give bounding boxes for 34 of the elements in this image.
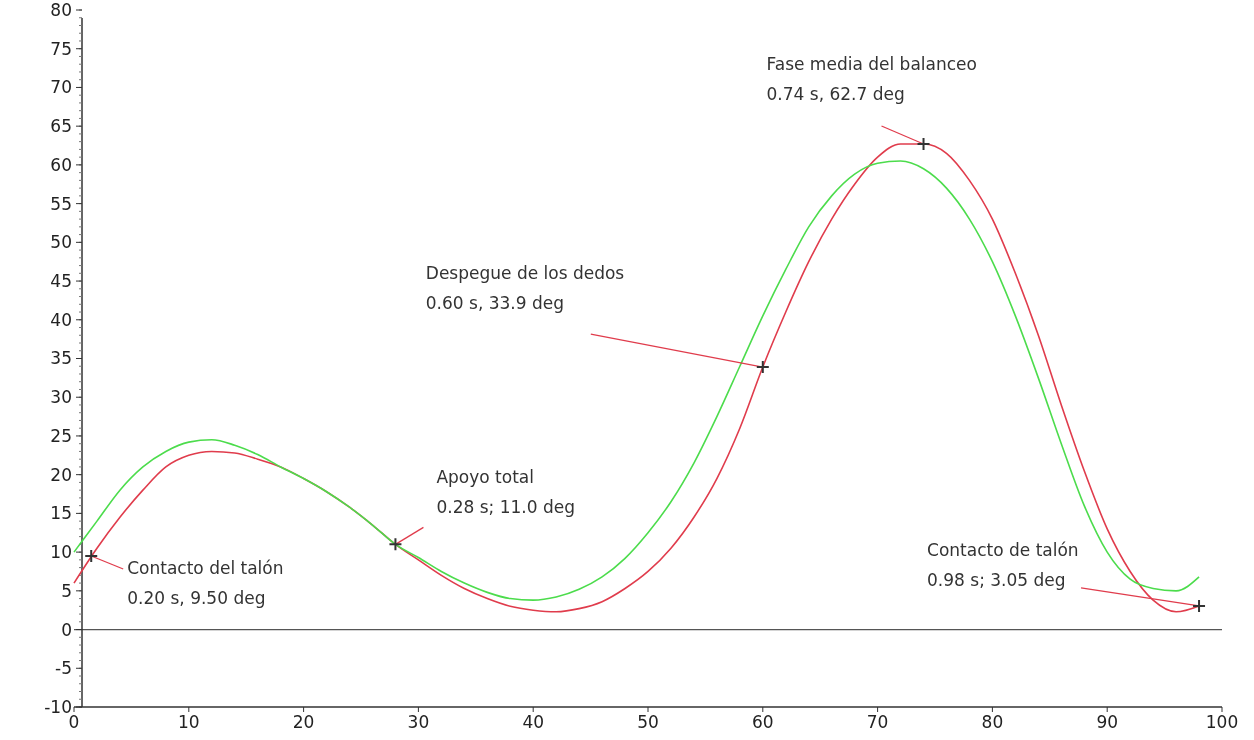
x-tick-label: 50 [637, 712, 659, 732]
y-tick-label: 30 [50, 387, 72, 408]
x-tick-label: 40 [522, 712, 545, 732]
y-tick-label: 10 [50, 542, 72, 563]
annotation: Fase media del balanceo 0.74 s, 62.7 deg [766, 53, 977, 104]
y-tick-label: 0 [61, 619, 72, 640]
x-tick-label: 60 [751, 712, 774, 732]
x-tick-label: 20 [292, 712, 315, 732]
annotation: Apoyo total 0.28 s; 11.0 deg [436, 467, 575, 518]
x-tick-label: 80 [981, 712, 1004, 732]
y-tick-label: 75 [50, 38, 72, 59]
y-tick-label: 70 [50, 77, 72, 98]
x-tick-label: 30 [407, 712, 430, 732]
y-tick-label: 60 [50, 154, 72, 175]
y-tick-label: -10 [44, 696, 72, 717]
y-tick-label: 15 [50, 503, 72, 524]
annotation: Despegue de los dedos 0.60 s, 33.9 deg [425, 263, 625, 314]
annotation: Contacto de talón 0.98 s; 3.05 deg [927, 539, 1079, 590]
x-tick-label: 90 [1096, 712, 1119, 732]
y-tick-label: 55 [50, 193, 72, 214]
x-tick-label: 10 [177, 712, 200, 732]
x-tick-label: 100 [1205, 712, 1239, 732]
y-tick-label: 45 [50, 271, 72, 292]
y-tick-label: 65 [50, 116, 72, 137]
annotation: Contacto del talón 0.20 s, 9.50 deg [127, 557, 284, 608]
x-tick-label: 70 [866, 712, 889, 732]
y-tick-label: 35 [50, 348, 72, 369]
y-tick-label: 40 [50, 309, 72, 330]
y-tick-label: 50 [50, 232, 72, 253]
y-tick-label: 5 [61, 580, 72, 601]
y-tick-label: -5 [55, 658, 72, 679]
y-tick-label: 80 [50, 0, 72, 20]
y-tick-label: 25 [50, 425, 72, 446]
y-tick-label: 20 [50, 464, 72, 485]
